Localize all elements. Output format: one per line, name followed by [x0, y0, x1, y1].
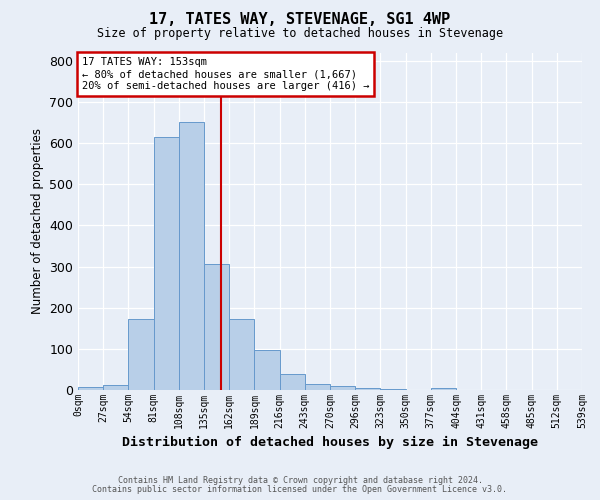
Bar: [154, 138, 179, 390]
Text: Contains HM Land Registry data © Crown copyright and database right 2024.: Contains HM Land Registry data © Crown c…: [118, 476, 482, 485]
Bar: [128, 319, 154, 390]
Y-axis label: Number of detached properties: Number of detached properties: [31, 128, 44, 314]
Bar: [280, 374, 305, 390]
Bar: [330, 386, 355, 390]
Bar: [380, 389, 406, 390]
Bar: [431, 388, 456, 390]
X-axis label: Distribution of detached houses by size in Stevenage: Distribution of detached houses by size …: [122, 436, 538, 450]
Bar: [103, 385, 128, 390]
Text: 17 TATES WAY: 153sqm
← 80% of detached houses are smaller (1,667)
20% of semi-de: 17 TATES WAY: 153sqm ← 80% of detached h…: [82, 58, 369, 90]
Text: Size of property relative to detached houses in Stevenage: Size of property relative to detached ho…: [97, 28, 503, 40]
Bar: [229, 319, 254, 390]
Text: 17, TATES WAY, STEVENAGE, SG1 4WP: 17, TATES WAY, STEVENAGE, SG1 4WP: [149, 12, 451, 28]
Bar: [78, 387, 103, 390]
Bar: [355, 388, 380, 390]
Bar: [305, 384, 330, 390]
Bar: [254, 350, 280, 390]
Bar: [204, 264, 229, 390]
Bar: [179, 122, 204, 390]
Text: Contains public sector information licensed under the Open Government Licence v3: Contains public sector information licen…: [92, 485, 508, 494]
